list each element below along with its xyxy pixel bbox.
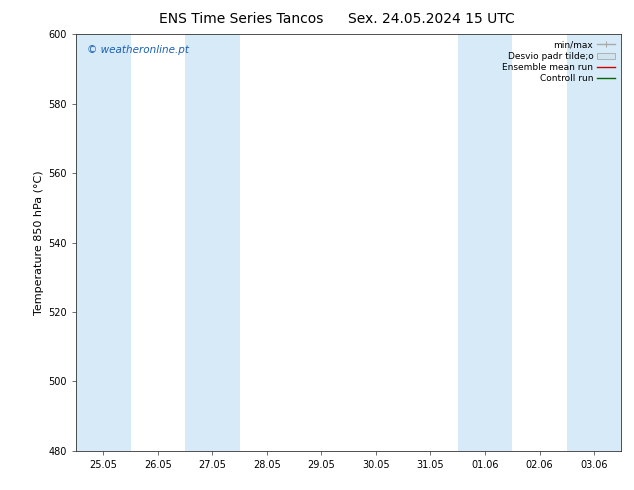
Text: © weatheronline.pt: © weatheronline.pt [87, 45, 189, 55]
Text: ENS Time Series Tancos: ENS Time Series Tancos [158, 12, 323, 26]
Bar [458, 34, 512, 451]
Legend: min/max, Desvio padr tilde;o, Ensemble mean run, Controll run: min/max, Desvio padr tilde;o, Ensemble m… [500, 39, 617, 85]
Y-axis label: Temperature 850 hPa (°C): Temperature 850 hPa (°C) [34, 170, 44, 315]
Bar [567, 34, 621, 451]
Text: Sex. 24.05.2024 15 UTC: Sex. 24.05.2024 15 UTC [347, 12, 515, 26]
Bar [76, 34, 131, 451]
Bar [185, 34, 240, 451]
